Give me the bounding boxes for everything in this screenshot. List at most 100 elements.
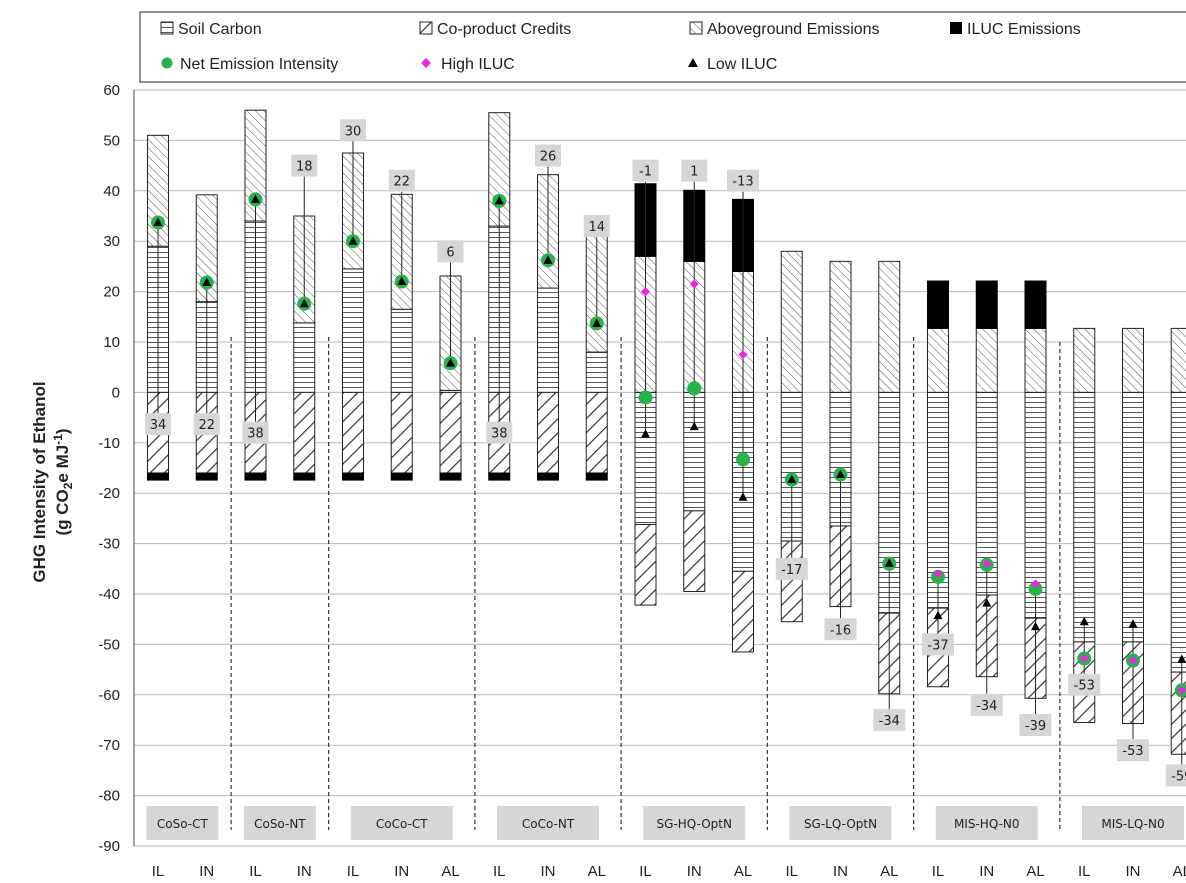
value-label: -53 xyxy=(1074,679,1095,694)
legend-coproduct-label: Co-product Credits xyxy=(437,21,571,38)
value-label-box xyxy=(824,618,857,641)
legend-box xyxy=(139,11,1186,83)
group-label: CoSo-CT xyxy=(157,817,209,831)
low-iluc-marker xyxy=(494,195,504,205)
bar-soil-carbon-negative xyxy=(1170,391,1186,673)
x-tick-label: AL xyxy=(1173,863,1186,880)
markers xyxy=(151,192,1186,698)
group-label: CoCo-CT xyxy=(376,817,428,831)
bar-soil-carbon xyxy=(390,308,413,393)
low-iluc-marker xyxy=(299,298,309,308)
value-label: -39 xyxy=(1025,719,1046,734)
bar-aboveground xyxy=(1170,327,1186,393)
value-label-box xyxy=(1165,764,1186,787)
bar-iluc-negative xyxy=(147,472,169,481)
bar-aboveground xyxy=(927,327,949,393)
y-tick-label: -70 xyxy=(98,737,120,754)
low-iluc-marker xyxy=(251,194,260,203)
value-label-box xyxy=(486,421,513,444)
group-label-box xyxy=(243,806,316,840)
bar-coproduct-credits xyxy=(342,391,364,474)
group-labels: CoSo-CT CoSo-NT CoCo-CT CoCo-NT SG-HQ-OptN SG… xyxy=(146,806,1184,840)
low-iluc-marker xyxy=(202,277,212,287)
low-iluc-marker xyxy=(787,474,797,484)
legend-low-label: Low ILUC xyxy=(707,56,777,73)
value-label-box xyxy=(1019,714,1052,737)
svg-text:GHG Intensity of Ethanol: GHG Intensity of Ethanol xyxy=(30,381,49,582)
y-tick-label: 60 xyxy=(103,82,120,99)
bar-iluc-negative xyxy=(585,472,608,481)
value-label-box xyxy=(583,215,610,238)
value-label: 34 xyxy=(150,418,167,433)
high-iluc-marker xyxy=(1177,685,1186,695)
value-label: -1 xyxy=(639,165,652,180)
x-tick-label: AL xyxy=(588,863,606,880)
group-label-box xyxy=(643,806,746,840)
bar-aboveground xyxy=(1024,327,1047,393)
value-label: -34 xyxy=(976,699,997,714)
group-label: CoSo-NT xyxy=(254,817,306,831)
high-iluc-marker xyxy=(982,559,992,569)
value-label-box xyxy=(681,159,708,182)
bar-coproduct-credits xyxy=(439,391,462,474)
value-label-box xyxy=(632,159,659,182)
low-iluc-marker xyxy=(1177,654,1186,664)
y-tick-label: 0 xyxy=(112,384,120,401)
bar-coproduct-credits xyxy=(634,523,657,606)
legend-coproduct-swatch xyxy=(419,21,433,35)
value-label: 18 xyxy=(296,160,313,175)
y-tick-label: 40 xyxy=(103,183,120,200)
legend-high-label: High ILUC xyxy=(441,56,515,73)
legend-soil-label: Soil Carbon xyxy=(178,21,262,38)
range-lines xyxy=(157,141,1183,765)
x-tick-label: IN xyxy=(833,863,848,880)
bar-coproduct-credits xyxy=(585,391,608,474)
x-tick-label: IN xyxy=(199,863,214,880)
svg-text:(g CO2e MJ-1): (g CO2e MJ-1) xyxy=(51,428,75,535)
x-tick-label: IN xyxy=(541,863,556,880)
y-tick-label: -20 xyxy=(98,485,120,502)
value-labels: 34 22 38 18 30 22 6 38 26 14 -1 1 -13 -17 -16 -34 -37 -34… xyxy=(145,119,1186,787)
net-emission-marker xyxy=(736,452,750,467)
y-tick-label: -80 xyxy=(98,788,120,805)
value-label-box xyxy=(970,693,1003,716)
value-label: -53 xyxy=(1122,744,1143,759)
group-label-box xyxy=(350,806,453,840)
bar-coproduct-credits xyxy=(390,391,413,474)
low-iluc-marker xyxy=(1128,619,1138,628)
x-tick-label: IN xyxy=(297,863,312,880)
y-tick-label: -60 xyxy=(98,687,120,704)
value-label: -13 xyxy=(732,175,753,190)
value-label: 38 xyxy=(491,427,508,442)
legend-iluc-swatch xyxy=(950,22,962,34)
low-iluc-marker xyxy=(348,236,358,245)
x-tick-label: IL xyxy=(249,863,262,880)
group-label-box xyxy=(1082,806,1184,840)
low-iluc-marker xyxy=(641,429,650,438)
bar-iluc-negative xyxy=(195,472,218,481)
y-tick-label: 30 xyxy=(103,233,120,250)
bar-coproduct-credits xyxy=(293,391,316,474)
x-tick-label: IN xyxy=(979,863,994,880)
bar-aboveground xyxy=(780,250,803,393)
value-label: 22 xyxy=(393,175,410,190)
bar-coproduct-credits xyxy=(732,570,754,653)
value-label-box xyxy=(388,169,415,192)
bar-iluc-negative xyxy=(244,472,267,481)
value-label: 38 xyxy=(247,427,264,442)
group-label-box xyxy=(497,806,599,840)
bar-iluc-negative xyxy=(342,472,364,481)
bar-iluc-negative xyxy=(293,472,316,481)
bar-iluc-negative xyxy=(488,472,511,481)
high-iluc-marker xyxy=(1031,579,1040,589)
bar-iluc-negative xyxy=(537,472,559,481)
x-tick-label: IN xyxy=(394,863,409,880)
value-label: 22 xyxy=(198,418,215,433)
low-iluc-marker xyxy=(1031,621,1040,631)
bar-aboveground xyxy=(829,260,852,393)
value-label: 1 xyxy=(690,165,698,180)
bar-soil-carbon-negative xyxy=(1122,391,1144,643)
value-label-box xyxy=(437,240,464,263)
high-iluc-marker xyxy=(641,287,650,297)
bar-iluc-negative xyxy=(439,472,462,481)
